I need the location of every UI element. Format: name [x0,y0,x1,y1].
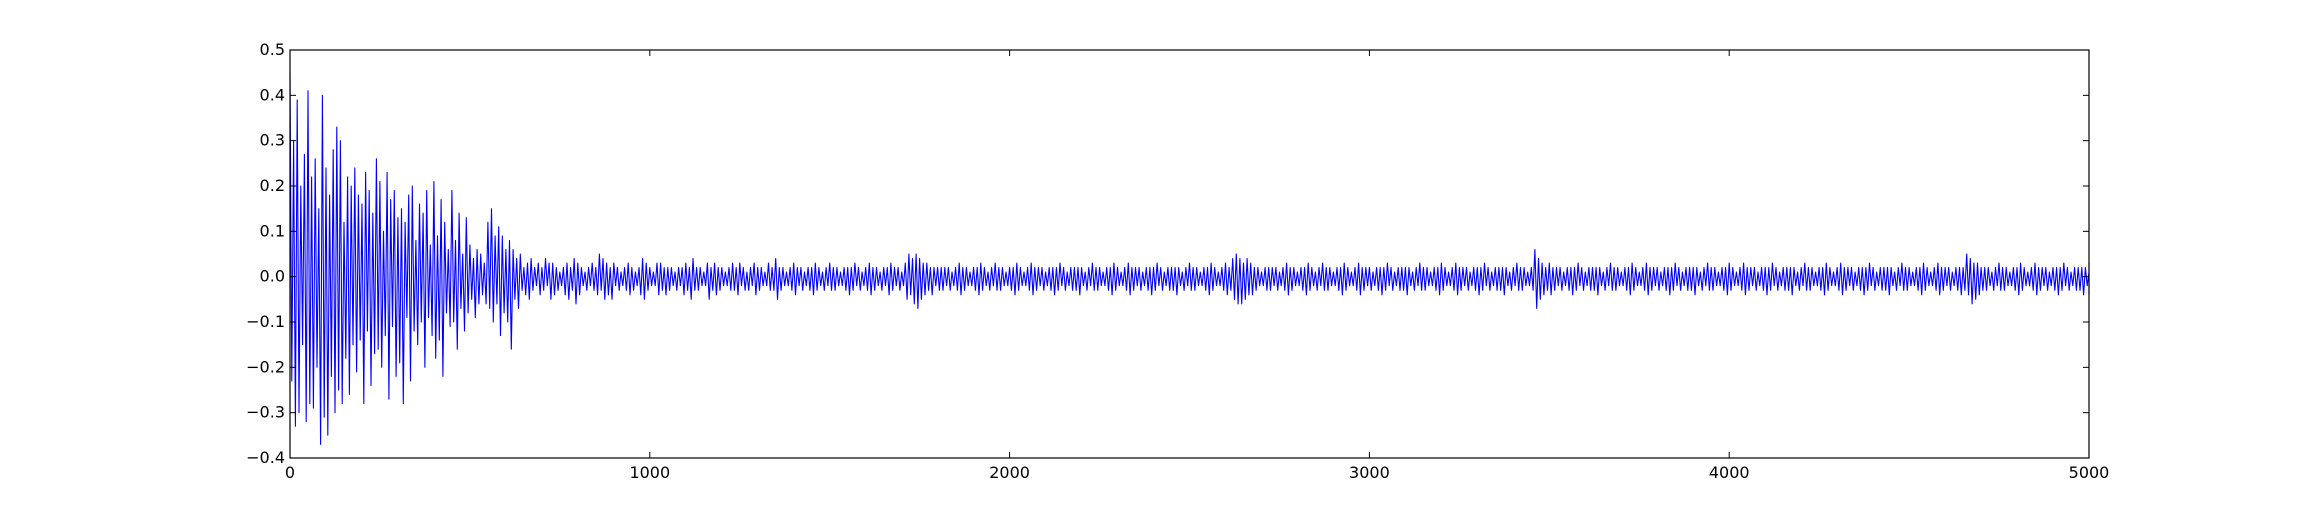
plot-background [290,50,2089,458]
y-tick-label-7: 0.3 [260,131,285,150]
y-tick-label-3: −0.1 [246,312,285,331]
x-tick-label-0: 0 [285,463,295,482]
y-tick-label-5: 0.1 [260,221,285,240]
axes-frame [289,49,2090,459]
y-tick-label-6: 0.2 [260,176,285,195]
y-tick-label-2: −0.2 [246,357,285,376]
y-tick-label-0: −0.4 [246,448,285,467]
x-tick-label-2: 2000 [989,463,1030,482]
y-tick-label-8: 0.4 [260,85,285,104]
tick-layer: 0 1000 2000 3000 4000 5000 −0.4 −0.3 −0.2 −0.1 0.0… [246,40,2109,482]
y-tick-label-1: −0.3 [246,403,285,422]
x-tick-label-4: 4000 [1709,463,1750,482]
y-tick-label-9: 0.5 [260,40,285,59]
y-tick-label-4: 0.0 [260,267,285,286]
x-tick-label-1: 1000 [629,463,670,482]
x-tick-label-3: 3000 [1349,463,1390,482]
x-tick-label-5: 5000 [2069,463,2110,482]
